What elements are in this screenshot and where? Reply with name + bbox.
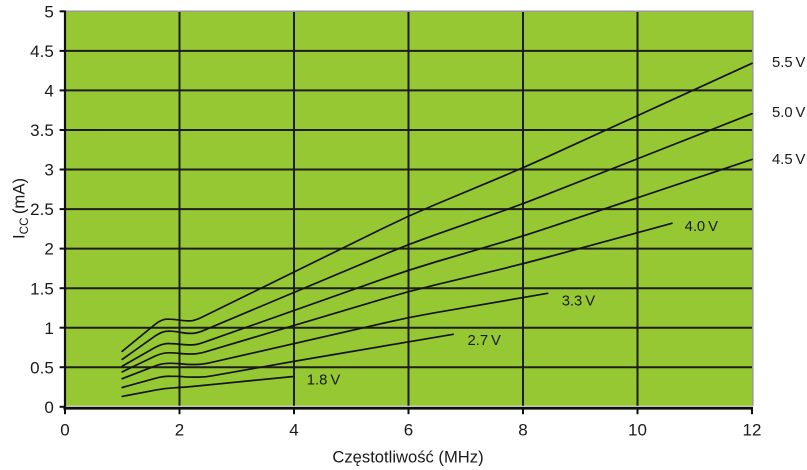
svg-text:Częstotliwość (MHz): Częstotliwość (MHz) bbox=[332, 447, 483, 466]
svg-text:5: 5 bbox=[44, 2, 53, 21]
svg-text:6: 6 bbox=[404, 420, 413, 439]
svg-text:4.5: 4.5 bbox=[30, 42, 54, 61]
svg-text:3.3 V: 3.3 V bbox=[562, 294, 596, 310]
svg-text:ICC (mA): ICC (mA) bbox=[10, 178, 31, 239]
svg-text:10: 10 bbox=[628, 420, 647, 439]
svg-text:1: 1 bbox=[44, 319, 53, 338]
svg-text:0.5: 0.5 bbox=[30, 358, 54, 377]
svg-text:2.5: 2.5 bbox=[30, 200, 54, 219]
svg-text:5.5 V: 5.5 V bbox=[772, 55, 806, 71]
svg-text:4.5 V: 4.5 V bbox=[772, 152, 806, 168]
svg-text:2: 2 bbox=[175, 420, 184, 439]
svg-text:4: 4 bbox=[44, 82, 53, 101]
svg-text:12: 12 bbox=[743, 420, 762, 439]
svg-text:3.5: 3.5 bbox=[30, 121, 54, 140]
svg-text:3: 3 bbox=[44, 161, 53, 180]
svg-text:8: 8 bbox=[518, 420, 527, 439]
svg-text:5.0 V: 5.0 V bbox=[772, 105, 806, 121]
svg-text:2.7 V: 2.7 V bbox=[468, 333, 502, 349]
svg-text:4.0 V: 4.0 V bbox=[685, 219, 719, 235]
svg-text:4: 4 bbox=[289, 420, 298, 439]
svg-text:0: 0 bbox=[44, 398, 53, 417]
svg-text:2: 2 bbox=[44, 240, 53, 259]
svg-text:1.8 V: 1.8 V bbox=[307, 373, 341, 389]
svg-text:1.5: 1.5 bbox=[30, 279, 54, 298]
svg-text:0: 0 bbox=[60, 420, 69, 439]
